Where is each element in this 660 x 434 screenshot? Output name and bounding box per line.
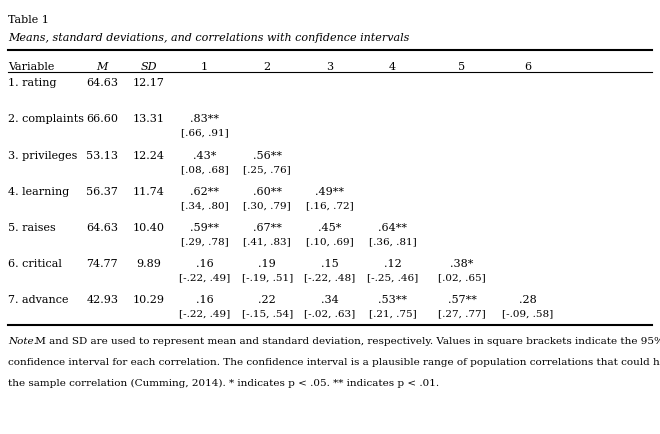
Text: [.21, .75]: [.21, .75] xyxy=(369,309,416,318)
Text: [.36, .81]: [.36, .81] xyxy=(369,237,416,246)
Text: [.41, .83]: [.41, .83] xyxy=(244,237,291,246)
Text: .16: .16 xyxy=(196,294,213,304)
Text: .59**: .59** xyxy=(190,222,219,232)
Text: SD: SD xyxy=(140,62,157,72)
Text: 11.74: 11.74 xyxy=(133,186,164,196)
Text: .28: .28 xyxy=(519,294,537,304)
Text: M and SD are used to represent mean and standard deviation, respectively. Values: M and SD are used to represent mean and … xyxy=(32,336,660,345)
Text: Means, standard deviations, and correlations with confidence intervals: Means, standard deviations, and correlat… xyxy=(8,33,409,43)
Text: .57**: .57** xyxy=(447,294,477,304)
Text: [.10, .69]: [.10, .69] xyxy=(306,237,354,246)
Text: .12: .12 xyxy=(384,258,401,268)
Text: .22: .22 xyxy=(259,294,276,304)
Text: [.16, .72]: [.16, .72] xyxy=(306,201,354,210)
Text: [-.19, .51]: [-.19, .51] xyxy=(242,273,293,282)
Text: 9.89: 9.89 xyxy=(136,258,161,268)
Text: 10.29: 10.29 xyxy=(133,294,164,304)
Text: .67**: .67** xyxy=(253,222,282,232)
Text: Table 1: Table 1 xyxy=(8,15,49,25)
Text: 64.63: 64.63 xyxy=(86,78,118,88)
Text: .60**: .60** xyxy=(253,186,282,196)
Text: .34: .34 xyxy=(321,294,339,304)
Text: [-.22, .49]: [-.22, .49] xyxy=(179,309,230,318)
Text: .45*: .45* xyxy=(318,222,342,232)
Text: 1: 1 xyxy=(201,62,208,72)
Text: .64**: .64** xyxy=(378,222,407,232)
Text: 64.63: 64.63 xyxy=(86,222,118,232)
Text: [.25, .76]: [.25, .76] xyxy=(244,164,291,174)
Text: [.27, .77]: [.27, .77] xyxy=(438,309,486,318)
Text: Variable: Variable xyxy=(8,62,54,72)
Text: 3: 3 xyxy=(327,62,333,72)
Text: 2. complaints: 2. complaints xyxy=(8,114,84,124)
Text: 42.93: 42.93 xyxy=(86,294,118,304)
Text: 6. critical: 6. critical xyxy=(8,258,62,268)
Text: 2: 2 xyxy=(264,62,271,72)
Text: 3. privileges: 3. privileges xyxy=(8,150,77,160)
Text: [.30, .79]: [.30, .79] xyxy=(244,201,291,210)
Text: 7. advance: 7. advance xyxy=(8,294,69,304)
Text: [-.15, .54]: [-.15, .54] xyxy=(242,309,293,318)
Text: [.34, .80]: [.34, .80] xyxy=(181,201,228,210)
Text: [-.09, .58]: [-.09, .58] xyxy=(502,309,554,318)
Text: 56.37: 56.37 xyxy=(86,186,118,196)
Text: .83**: .83** xyxy=(190,114,219,124)
Text: 1. rating: 1. rating xyxy=(8,78,56,88)
Text: 4. learning: 4. learning xyxy=(8,186,69,196)
Text: .15: .15 xyxy=(321,258,339,268)
Text: .56**: .56** xyxy=(253,150,282,160)
Text: the sample correlation (Cumming, 2014). * indicates p < .05. ** indicates p < .0: the sample correlation (Cumming, 2014). … xyxy=(8,378,439,387)
Text: 5. raises: 5. raises xyxy=(8,222,55,232)
Text: [.08, .68]: [.08, .68] xyxy=(181,164,228,174)
Text: 12.24: 12.24 xyxy=(133,150,164,160)
Text: [-.02, .63]: [-.02, .63] xyxy=(304,309,356,318)
Text: .43*: .43* xyxy=(193,150,216,160)
Text: .49**: .49** xyxy=(315,186,345,196)
Text: Note.: Note. xyxy=(8,336,37,345)
Text: [-.22, .48]: [-.22, .48] xyxy=(304,273,356,282)
Text: confidence interval for each correlation. The confidence interval is a plausible: confidence interval for each correlation… xyxy=(8,357,660,366)
Text: M: M xyxy=(96,62,108,72)
Text: [-.22, .49]: [-.22, .49] xyxy=(179,273,230,282)
Text: 4: 4 xyxy=(389,62,396,72)
Text: .16: .16 xyxy=(196,258,213,268)
Text: [.66, .91]: [.66, .91] xyxy=(181,128,228,138)
Text: 66.60: 66.60 xyxy=(86,114,118,124)
Text: 10.40: 10.40 xyxy=(133,222,164,232)
Text: [-.25, .46]: [-.25, .46] xyxy=(367,273,418,282)
Text: 5: 5 xyxy=(459,62,465,72)
Text: 53.13: 53.13 xyxy=(86,150,118,160)
Text: [.02, .65]: [.02, .65] xyxy=(438,273,486,282)
Text: 6: 6 xyxy=(525,62,531,72)
Text: [.29, .78]: [.29, .78] xyxy=(181,237,228,246)
Text: .19: .19 xyxy=(259,258,276,268)
Text: 74.77: 74.77 xyxy=(86,258,118,268)
Text: .38*: .38* xyxy=(450,258,474,268)
Text: 13.31: 13.31 xyxy=(133,114,164,124)
Text: .53**: .53** xyxy=(378,294,407,304)
Text: 12.17: 12.17 xyxy=(133,78,164,88)
Text: .62**: .62** xyxy=(190,186,219,196)
